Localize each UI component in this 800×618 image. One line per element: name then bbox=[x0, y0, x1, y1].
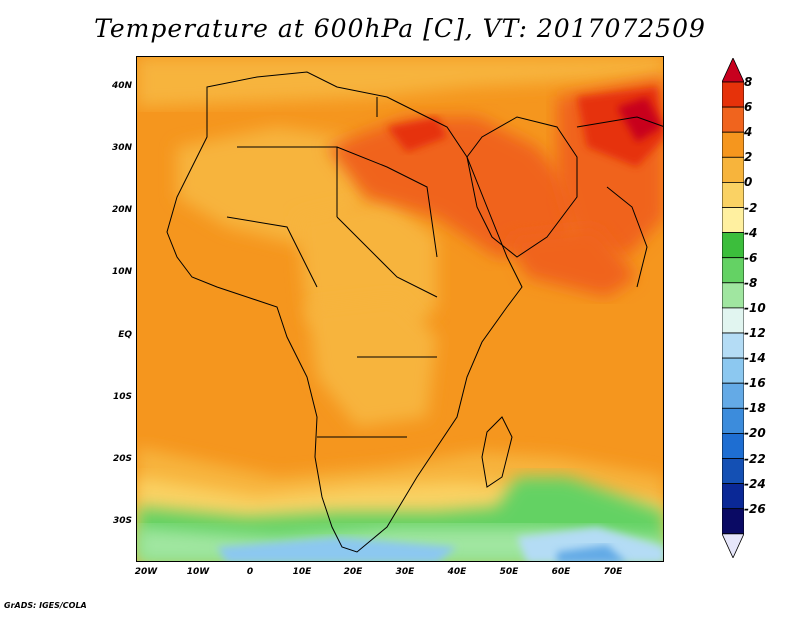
colorbar-label: 8 bbox=[744, 75, 753, 89]
lat-label-20s: 20S bbox=[112, 454, 132, 464]
colorbar-box bbox=[722, 106, 744, 133]
temp-field-shading bbox=[137, 57, 663, 561]
lon-label-10e: 10E bbox=[292, 567, 312, 577]
colorbar-label: -12 bbox=[744, 326, 766, 340]
colorbar-label: -24 bbox=[744, 476, 766, 491]
colorbar-bottom-triangle bbox=[722, 533, 744, 558]
colorbar bbox=[722, 58, 744, 558]
colorbar-box bbox=[722, 156, 744, 183]
lon-label-70e: 70E bbox=[603, 567, 623, 577]
colorbar-label: -6 bbox=[744, 250, 758, 265]
colorbar-label: -22 bbox=[744, 451, 766, 466]
colorbar-label: -18 bbox=[744, 401, 766, 416]
lon-label-60e: 60E bbox=[551, 567, 571, 577]
lon-label-50e: 50E bbox=[499, 567, 519, 577]
colorbar-top-triangle bbox=[722, 58, 744, 83]
colorbar-label: -16 bbox=[744, 376, 766, 391]
colorbar-box bbox=[722, 382, 744, 409]
lat-label-10n: 10N bbox=[111, 267, 132, 277]
lon-label-10w: 10W bbox=[186, 567, 210, 577]
colorbar-box bbox=[722, 207, 744, 234]
lon-label-20w: 20W bbox=[134, 567, 158, 577]
lat-label-30n: 30N bbox=[111, 143, 132, 153]
lat-label-10s: 10S bbox=[112, 392, 132, 402]
map-title: Temperature at 600hPa [C], VT: 201707250… bbox=[94, 14, 706, 43]
colorbar-label: -2 bbox=[744, 200, 758, 215]
colorbar-label: 2 bbox=[744, 150, 753, 165]
colorbar-box bbox=[722, 257, 744, 284]
map-canvas bbox=[137, 57, 663, 561]
colorbar-box bbox=[722, 307, 744, 334]
lat-label-30s: 30S bbox=[112, 516, 132, 526]
colorbar-box bbox=[722, 407, 744, 434]
colorbar-label: -4 bbox=[744, 225, 758, 240]
lat-label-20n: 20N bbox=[111, 205, 132, 215]
colorbar-label: 4 bbox=[744, 125, 753, 140]
lat-label-eq: EQ bbox=[118, 330, 132, 340]
colorbar-box bbox=[722, 483, 744, 510]
colorbar-box bbox=[722, 81, 744, 108]
temperature-map bbox=[136, 56, 664, 562]
colorbar-box bbox=[722, 458, 744, 485]
lat-label-40n: 40N bbox=[111, 81, 132, 91]
colorbar-box bbox=[722, 508, 744, 535]
lon-label-0: 0 bbox=[246, 567, 254, 577]
colorbar-box bbox=[722, 432, 744, 459]
colorbar-box bbox=[722, 232, 744, 259]
colorbar-box bbox=[722, 357, 744, 384]
colorbar-label: -20 bbox=[744, 426, 766, 441]
colorbar-box bbox=[722, 131, 744, 158]
colorbar-label: -10 bbox=[744, 300, 766, 315]
lon-label-40e: 40E bbox=[447, 567, 467, 577]
colorbar-box bbox=[722, 282, 744, 309]
colorbar-label: 0 bbox=[744, 175, 753, 190]
lon-label-20e: 20E bbox=[343, 567, 363, 577]
colorbar-label: -26 bbox=[744, 501, 766, 516]
lon-label-30e: 30E bbox=[395, 567, 415, 577]
colorbar-label: -14 bbox=[744, 351, 766, 366]
colorbar-box bbox=[722, 182, 744, 208]
colorbar-label: 6 bbox=[744, 100, 753, 115]
coastlines bbox=[166, 71, 663, 553]
colorbar-box bbox=[722, 332, 744, 359]
credit-text: GrADS: IGES/COLA bbox=[4, 601, 87, 610]
colorbar-label: -8 bbox=[744, 275, 758, 290]
